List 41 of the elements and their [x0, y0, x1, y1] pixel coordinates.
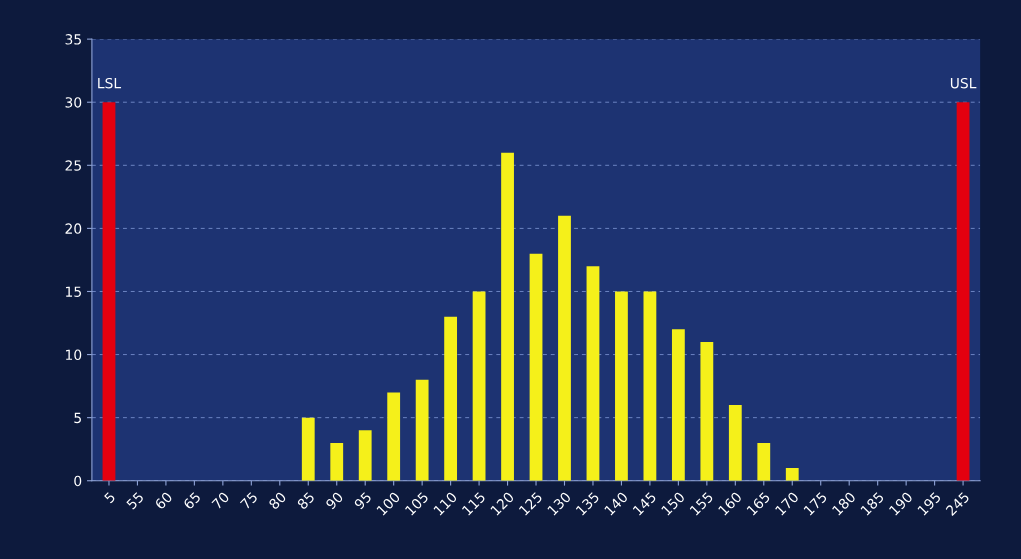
bar: [558, 215, 571, 481]
x-tick-label: 95: [353, 491, 372, 510]
bar: [501, 152, 514, 481]
bar: [444, 316, 458, 481]
bar: [102, 102, 116, 481]
bar: [785, 468, 799, 481]
y-tick-label: 25: [65, 160, 81, 171]
bar: [358, 430, 372, 481]
y-tick-label: 10: [66, 349, 82, 361]
x-tick-label: 70: [211, 491, 230, 510]
x-tick-label: 65: [182, 491, 202, 510]
y-tick-label: 0: [74, 475, 82, 487]
bar: [330, 442, 344, 481]
x-tick-label: 90: [325, 491, 344, 510]
y-tick-label: 5: [74, 412, 81, 424]
bar: [301, 417, 315, 481]
x-tick-label: 115: [461, 491, 486, 516]
y-tick-label: 20: [65, 223, 82, 234]
bar: [472, 291, 486, 481]
x-tick-label: 5: [103, 491, 116, 504]
bar: [728, 405, 742, 481]
bar: [415, 379, 429, 481]
x-tick-label: 60: [154, 491, 173, 510]
bar: [643, 291, 657, 481]
bar: [387, 392, 401, 481]
annotation: USL: [950, 77, 977, 89]
bar: [671, 329, 685, 481]
bar: [700, 341, 714, 481]
y-tick-label: 15: [66, 286, 81, 297]
y-tick-label: 30: [65, 97, 82, 108]
x-tick-label: 85: [296, 491, 316, 510]
bar: [586, 266, 600, 481]
annotation: LSL: [98, 77, 122, 89]
bar: [529, 253, 543, 481]
bar: [615, 291, 628, 481]
x-tick-label: 75: [239, 491, 259, 510]
x-tick-label: 80: [268, 491, 287, 510]
y-tick-label: 35: [65, 34, 81, 45]
x-tick-label: 55: [126, 491, 145, 510]
bar: [956, 102, 970, 481]
bar: [757, 442, 771, 481]
